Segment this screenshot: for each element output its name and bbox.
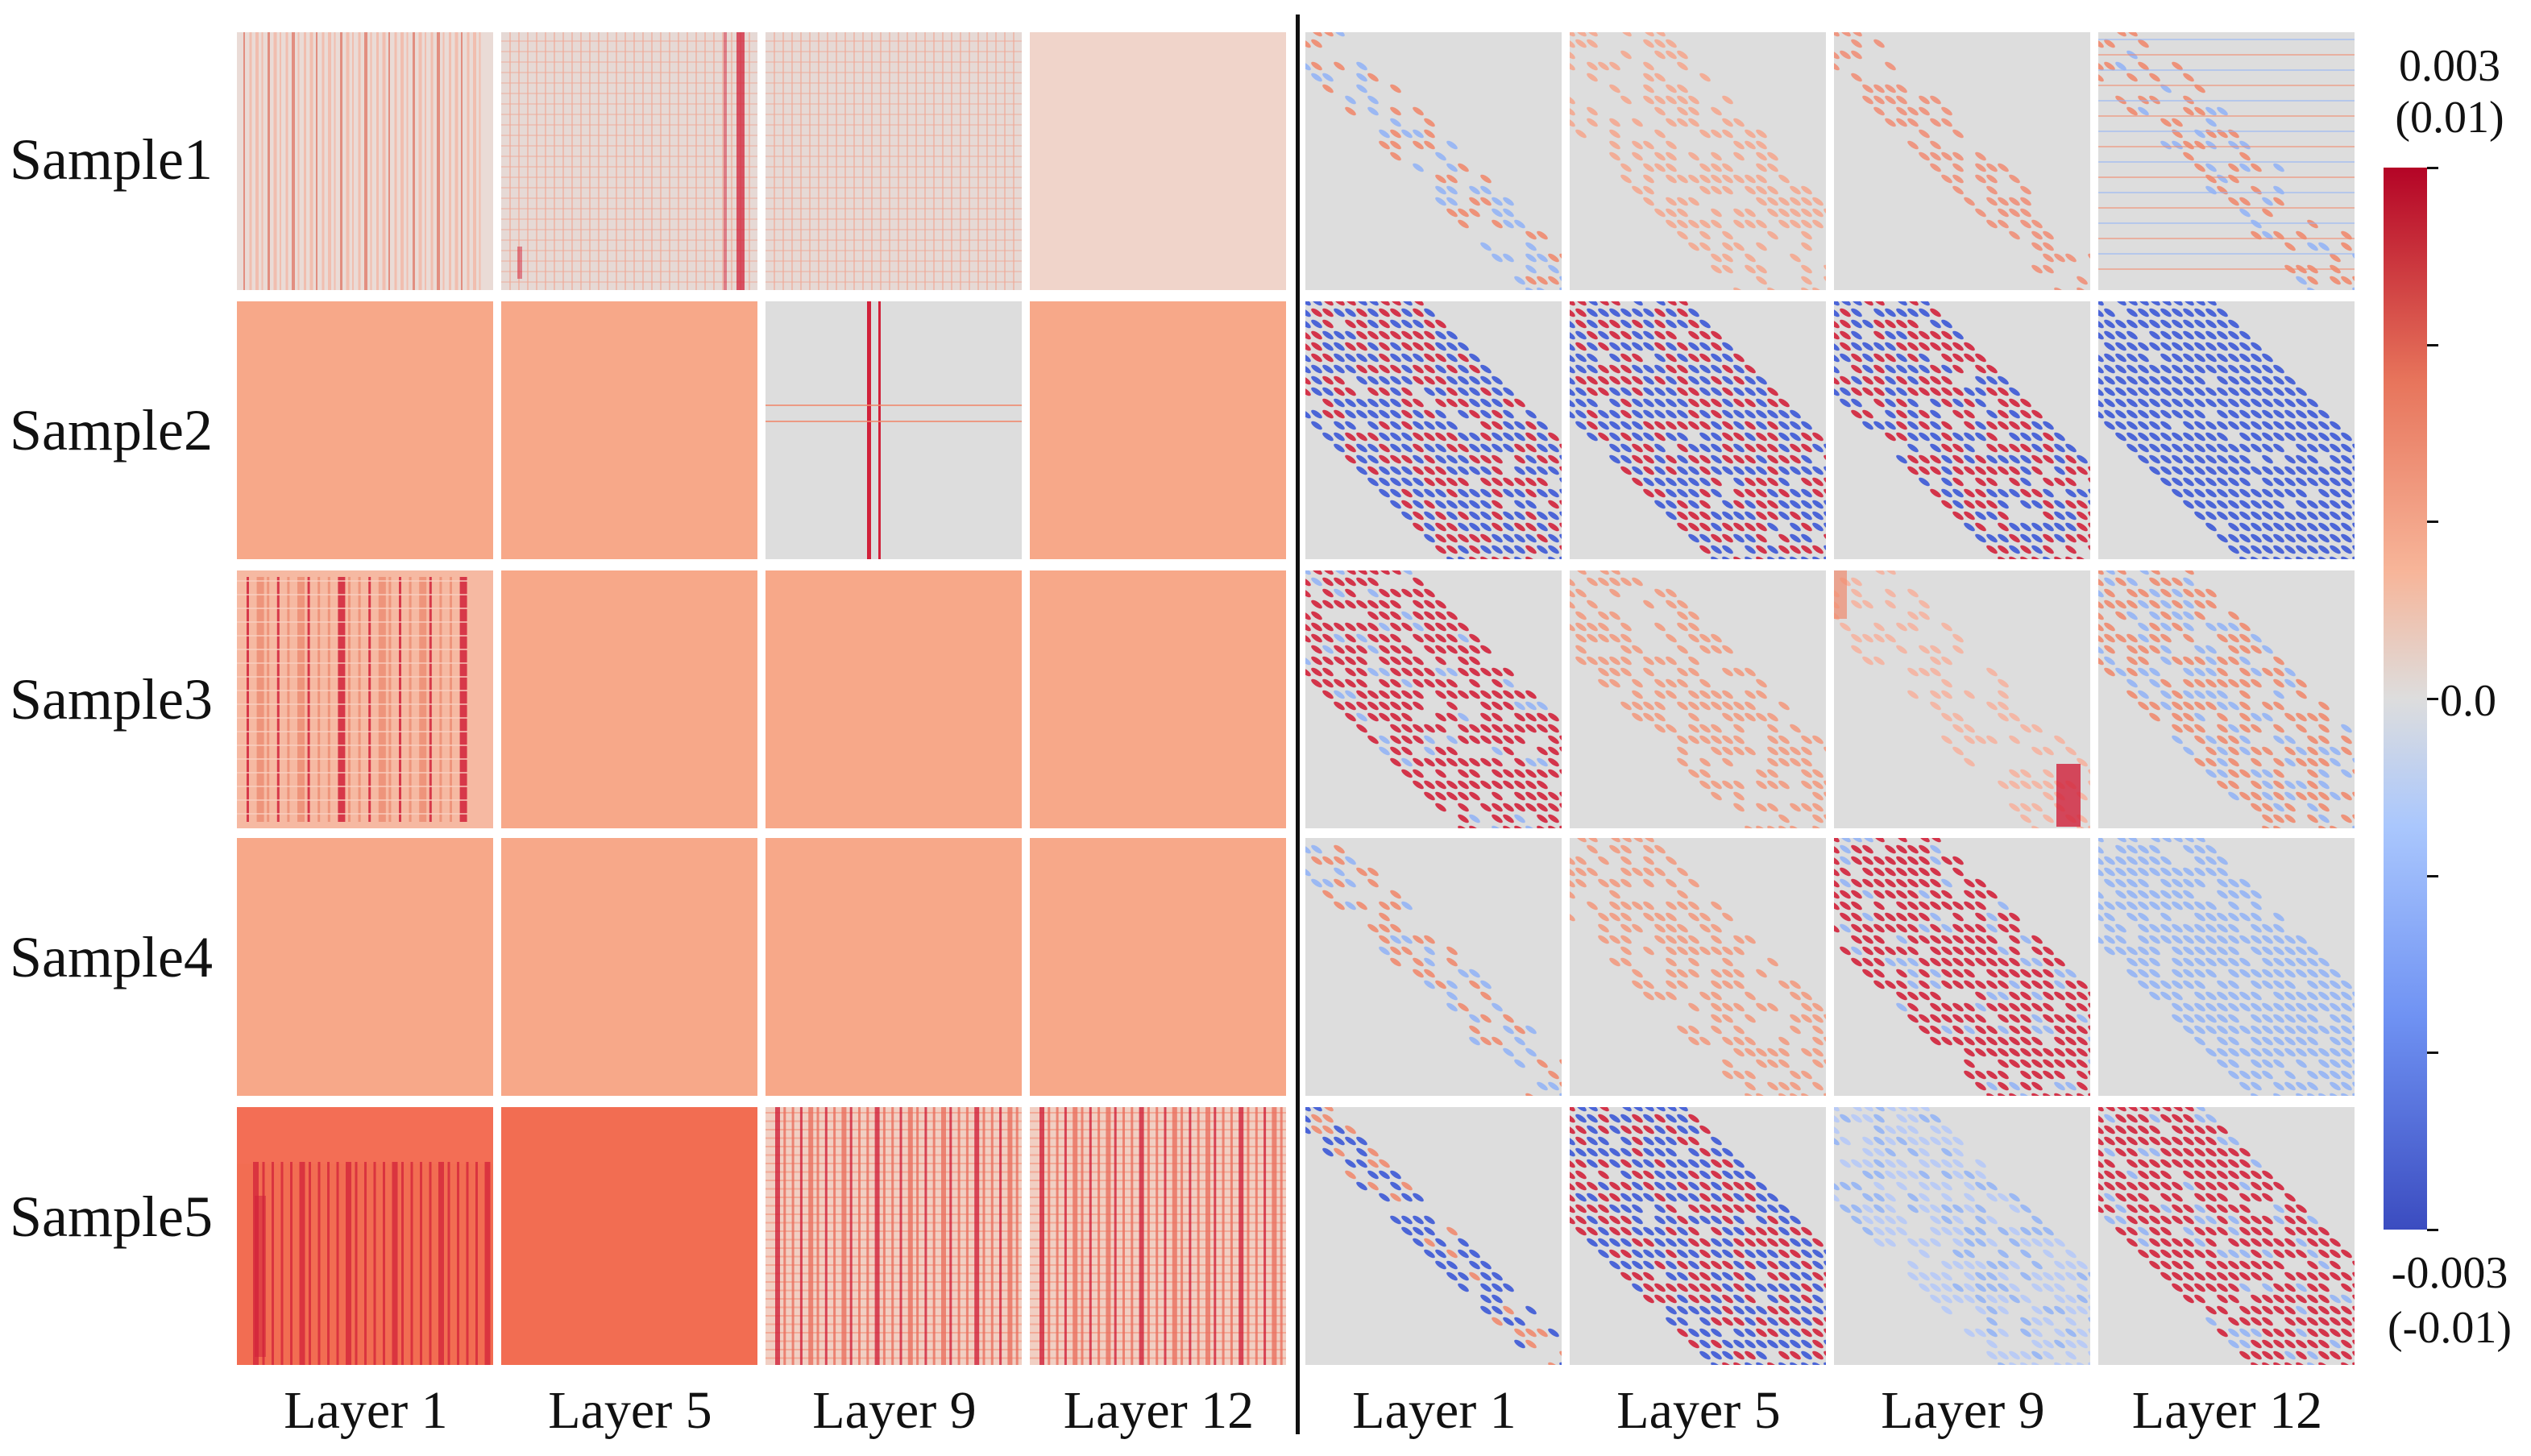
heatmap-right-sample1-col3 bbox=[1834, 32, 2090, 290]
col-label-right-layer9: Layer 9 bbox=[1881, 1381, 2045, 1440]
colorbar-mid-label: 0.0 bbox=[2440, 676, 2496, 726]
heatmap-right-sample1-col2 bbox=[1570, 32, 1826, 290]
heatmap-left-sample1-col3 bbox=[766, 32, 1022, 290]
heatmap-right-sample4-col3 bbox=[1834, 838, 2090, 1096]
col-label-left-layer5: Layer 5 bbox=[548, 1381, 712, 1440]
row-label-sample2: Sample2 bbox=[10, 398, 213, 463]
heatmap-left-sample2-col4 bbox=[1030, 301, 1286, 559]
heatmap-left-sample3-col3 bbox=[766, 570, 1022, 828]
row-label-sample3: Sample3 bbox=[10, 667, 213, 732]
col-label-left-layer12: Layer 12 bbox=[1063, 1381, 1255, 1440]
col-label-right-layer5: Layer 5 bbox=[1616, 1381, 1781, 1440]
heatmap-right-sample3-col2 bbox=[1570, 570, 1826, 828]
heatmap-left-sample1-col4 bbox=[1030, 32, 1286, 290]
colorbar-tick bbox=[2427, 1052, 2438, 1055]
colorbar-tick bbox=[2427, 1229, 2438, 1231]
colorbar-bottom-label: -0.003 bbox=[2391, 1248, 2508, 1298]
colorbar-top-label-alt: (0.01) bbox=[2395, 93, 2504, 143]
heatmap-left-sample2-col2 bbox=[501, 301, 757, 559]
heatmap-right-sample1-col4 bbox=[2098, 32, 2355, 290]
row-label-sample1: Sample1 bbox=[10, 127, 213, 192]
heatmap-left-sample4-col4 bbox=[1030, 838, 1286, 1096]
heatmap-left-sample3-col1 bbox=[237, 570, 493, 828]
heatmap-right-sample3-col1 bbox=[1305, 570, 1562, 828]
heatmap-right-sample2-col4 bbox=[2098, 301, 2355, 559]
heatmap-left-sample5-col1 bbox=[237, 1107, 493, 1365]
colorbar bbox=[2384, 168, 2427, 1230]
colorbar-tick bbox=[2427, 167, 2438, 169]
heatmap-left-sample5-col2 bbox=[501, 1107, 757, 1365]
heatmap-right-sample3-col3 bbox=[1834, 570, 2090, 828]
heatmap-left-sample1-col2 bbox=[501, 32, 757, 290]
heatmap-left-sample3-col2 bbox=[501, 570, 757, 828]
heatmap-right-sample5-col2 bbox=[1570, 1107, 1826, 1365]
col-label-left-layer1: Layer 1 bbox=[284, 1381, 448, 1440]
col-label-left-layer9: Layer 9 bbox=[812, 1381, 977, 1440]
colorbar-tick bbox=[2427, 698, 2438, 700]
heatmap-right-sample4-col2 bbox=[1570, 838, 1826, 1096]
heatmap-left-sample4-col2 bbox=[501, 838, 757, 1096]
heatmap-left-sample2-col3 bbox=[766, 301, 1022, 559]
heatmap-right-sample5-col1 bbox=[1305, 1107, 1562, 1365]
heatmap-right-sample2-col1 bbox=[1305, 301, 1562, 559]
heatmap-left-sample1-col1 bbox=[237, 32, 493, 290]
heatmap-right-sample2-col2 bbox=[1570, 301, 1826, 559]
colorbar-bottom-label-alt: (-0.01) bbox=[2388, 1303, 2512, 1353]
heatmap-left-sample5-col4 bbox=[1030, 1107, 1286, 1365]
row-label-sample5: Sample5 bbox=[10, 1184, 213, 1249]
heatmap-right-sample4-col4 bbox=[2098, 838, 2355, 1096]
heatmap-right-sample5-col3 bbox=[1834, 1107, 2090, 1365]
heatmap-left-sample4-col1 bbox=[237, 838, 493, 1096]
heatmap-right-sample3-col4 bbox=[2098, 570, 2355, 828]
colorbar-top-label: 0.003 bbox=[2399, 41, 2500, 91]
heatmap-left-sample2-col1 bbox=[237, 301, 493, 559]
colorbar-tick bbox=[2427, 343, 2438, 346]
heatmap-left-sample3-col4 bbox=[1030, 570, 1286, 828]
heatmap-left-sample5-col3 bbox=[766, 1107, 1022, 1365]
colorbar-tick bbox=[2427, 874, 2438, 877]
heatmap-right-sample5-col4 bbox=[2098, 1107, 2355, 1365]
colorbar-tick bbox=[2427, 521, 2438, 524]
col-label-right-layer1: Layer 1 bbox=[1352, 1381, 1517, 1440]
heatmap-right-sample4-col1 bbox=[1305, 838, 1562, 1096]
heatmap-right-sample1-col1 bbox=[1305, 32, 1562, 290]
heatmap-right-sample2-col3 bbox=[1834, 301, 2090, 559]
panel-divider bbox=[1296, 15, 1300, 1434]
heatmap-left-sample4-col3 bbox=[766, 838, 1022, 1096]
row-label-sample4: Sample4 bbox=[10, 925, 213, 989]
col-label-right-layer12: Layer 12 bbox=[2131, 1381, 2323, 1440]
